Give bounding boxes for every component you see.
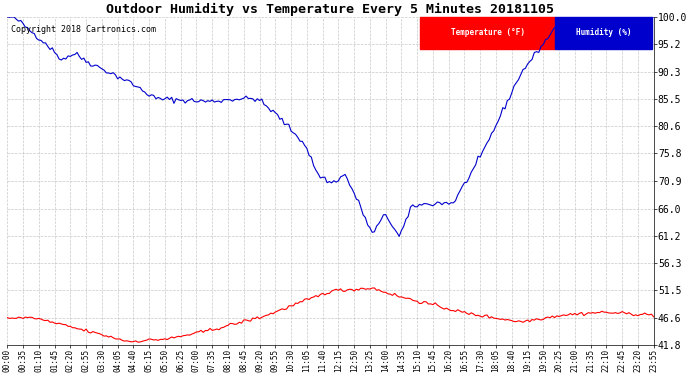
Bar	[420, 17, 555, 48]
Text: Copyright 2018 Cartronics.com: Copyright 2018 Cartronics.com	[10, 25, 155, 34]
Bar	[555, 17, 652, 48]
Title: Outdoor Humidity vs Temperature Every 5 Minutes 20181105: Outdoor Humidity vs Temperature Every 5 …	[106, 3, 555, 16]
Text: Humidity (%): Humidity (%)	[576, 28, 631, 38]
Text: Temperature (°F): Temperature (°F)	[451, 28, 524, 38]
